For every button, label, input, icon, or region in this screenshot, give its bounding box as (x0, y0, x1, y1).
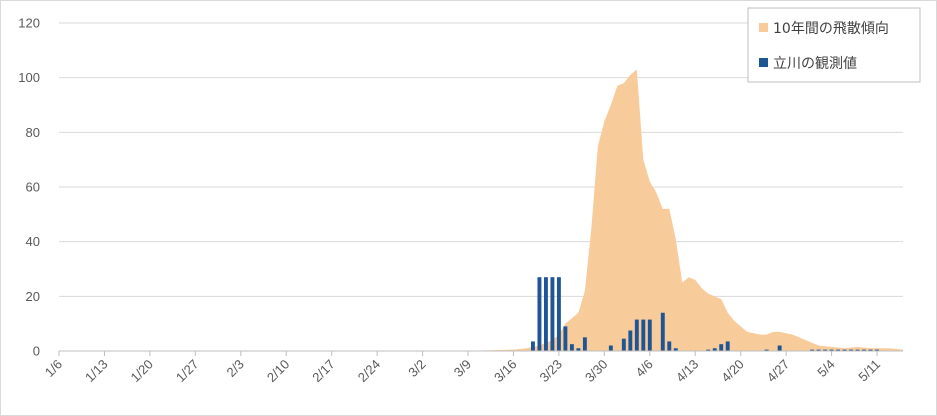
observed-bar (569, 344, 574, 351)
observed-bar (647, 319, 652, 351)
observed-bar (563, 326, 568, 351)
observed-bar (764, 349, 769, 351)
x-tick-label: 3/23 (537, 357, 566, 386)
x-tick-label: 2/10 (264, 357, 293, 386)
y-tick-label: 80 (26, 125, 40, 140)
observed-bar (706, 349, 711, 351)
observed-bar (537, 277, 542, 351)
observed-bar (875, 349, 879, 351)
y-tick-label: 100 (18, 70, 40, 85)
observed-bar (543, 277, 548, 351)
x-tick-label: 2/17 (309, 357, 338, 386)
observed-bar (712, 348, 717, 351)
legend-label-observed: 立川の観測値 (773, 55, 857, 72)
trend-area-series (59, 69, 903, 351)
legend-box (747, 7, 921, 83)
observed-bar (810, 349, 815, 351)
observed-bar (530, 341, 535, 351)
y-tick-label: 60 (26, 180, 40, 195)
x-tick-label: 5/11 (855, 357, 883, 385)
observed-bar (725, 341, 730, 351)
y-axis-labels: 0 20 40 60 80 100 120 (18, 16, 40, 359)
observed-bar (673, 348, 678, 351)
y-tick-label: 40 (26, 234, 40, 249)
observed-bar (842, 349, 847, 351)
x-tick-label: 4/6 (633, 357, 656, 380)
observed-bar (829, 349, 834, 351)
x-tick-label: 3/16 (491, 357, 520, 386)
observed-bar (816, 349, 821, 351)
observed-bar (556, 277, 561, 351)
observed-bar (582, 337, 587, 351)
y-tick-label: 20 (26, 289, 40, 304)
x-tick-label: 1/27 (173, 357, 202, 386)
legend-swatch-trend (759, 23, 768, 32)
observed-bar (719, 344, 724, 351)
observed-bar (621, 338, 626, 351)
observed-bar (608, 345, 613, 351)
observed-bar (667, 341, 672, 351)
observed-bar (660, 312, 665, 351)
y-tick-label: 120 (18, 16, 40, 31)
observed-bar (836, 349, 841, 351)
observed-bar (849, 349, 854, 351)
x-axis (58, 350, 903, 356)
x-tick-label: 2/24 (355, 357, 384, 386)
observed-bar (576, 348, 581, 351)
observed-bar (862, 349, 866, 351)
x-tick-label: 1/6 (42, 357, 65, 380)
x-tick-label: 1/20 (128, 357, 157, 386)
trend-area (59, 69, 903, 351)
gridlines (59, 22, 903, 297)
observed-bar (868, 349, 873, 351)
observed-bar-series (530, 277, 879, 351)
x-tick-label: 1/13 (82, 357, 111, 386)
observed-bar (550, 277, 555, 351)
observed-bar (855, 349, 860, 351)
x-tick-label: 3/30 (582, 357, 611, 386)
x-tick-label: 4/13 (673, 357, 702, 386)
observed-bar (823, 349, 828, 351)
legend: 10年間の飛散傾向 立川の観測値 (747, 7, 921, 83)
x-tick-label: 4/20 (718, 357, 747, 386)
x-tick-label: 2/3 (224, 357, 247, 380)
x-tick-label: 3/2 (405, 357, 428, 380)
legend-swatch-observed (759, 58, 768, 67)
x-tick-label: 4/27 (764, 357, 793, 386)
legend-label-trend: 10年間の飛散傾向 (773, 21, 889, 37)
x-tick-label: 3/9 (451, 357, 474, 380)
x-axis-labels: 1/6 1/13 1/20 1/27 2/3 2/10 2/17 2/24 3/2 3/9 3/16… (42, 357, 883, 386)
observed-bar (628, 330, 633, 351)
observed-bar (634, 319, 639, 351)
y-tick-label: 0 (33, 344, 40, 359)
observed-bar (641, 319, 646, 351)
x-tick-label: 5/4 (814, 357, 837, 380)
observed-bar (777, 345, 782, 351)
